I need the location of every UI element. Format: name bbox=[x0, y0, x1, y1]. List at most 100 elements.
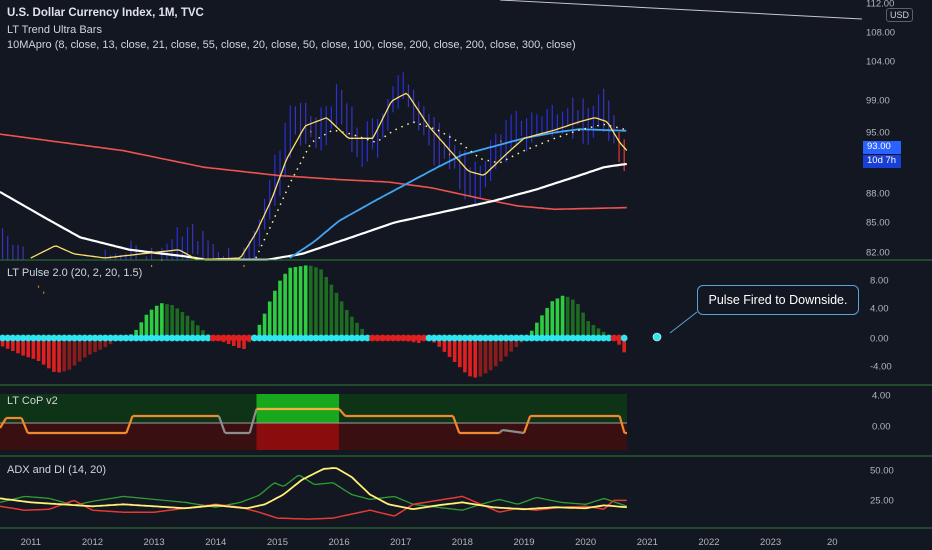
pulse-dot bbox=[610, 334, 618, 342]
pulse-dot bbox=[564, 334, 572, 342]
pulse-bar bbox=[283, 273, 287, 338]
time-axis-tick: 2014 bbox=[205, 537, 226, 548]
pulse-dot bbox=[50, 334, 58, 342]
pulse-dot bbox=[471, 334, 479, 342]
pulse-dot bbox=[620, 334, 628, 342]
pulse-dot bbox=[173, 334, 181, 342]
pulse-dot bbox=[615, 334, 623, 342]
pulse-dot bbox=[81, 334, 89, 342]
pulse-dot bbox=[14, 334, 22, 342]
pulse-bar bbox=[5, 338, 10, 349]
pulse-pane bbox=[0, 265, 932, 386]
pulse-dot bbox=[220, 334, 227, 342]
pulse-bar bbox=[298, 266, 303, 338]
pulse-dot bbox=[4, 334, 12, 342]
pulse-bar bbox=[149, 309, 154, 338]
currency-badge[interactable]: USD bbox=[886, 8, 914, 22]
price-axis-tick: 88.00 bbox=[866, 189, 890, 200]
adx-pane bbox=[0, 467, 932, 529]
pulse-dot bbox=[399, 334, 407, 342]
pulse-fired-dot bbox=[652, 332, 662, 342]
pulse-bar bbox=[77, 338, 82, 362]
pulse-bar bbox=[473, 338, 478, 378]
callout-pointer bbox=[669, 311, 698, 334]
pulse-dot bbox=[65, 334, 73, 342]
time-axis-tick: 2022 bbox=[698, 537, 719, 548]
pulse-bar bbox=[31, 338, 36, 359]
pulse-dot bbox=[533, 334, 541, 342]
pulse-bar bbox=[596, 328, 601, 338]
price-axis-tick: 99.00 bbox=[866, 96, 890, 107]
pulse-bar bbox=[309, 265, 313, 338]
pulse-dot bbox=[184, 334, 191, 342]
cop-pane-title[interactable]: LT CoP v2 bbox=[7, 395, 58, 407]
pulse-dot bbox=[554, 334, 561, 342]
pulse-dot bbox=[466, 334, 474, 342]
pulse-dot bbox=[446, 334, 453, 342]
pulse-bar bbox=[231, 338, 236, 346]
pulse-bar bbox=[165, 304, 169, 338]
indicator-label-trend-bars[interactable]: LT Trend Ultra Bars bbox=[7, 24, 102, 36]
time-axis-tick: 2023 bbox=[760, 537, 781, 548]
pulse-dot bbox=[96, 334, 104, 342]
pulse-dot bbox=[9, 334, 17, 342]
pulse-bar bbox=[329, 284, 334, 338]
pulse-bar bbox=[529, 330, 534, 338]
pulse-dot bbox=[322, 334, 330, 342]
pulse-dot bbox=[374, 334, 381, 342]
pulse-dot bbox=[178, 334, 186, 342]
price-axis-tick: 104.00 bbox=[866, 57, 895, 68]
pulse-bar bbox=[16, 338, 20, 354]
pulse-dot bbox=[369, 334, 376, 342]
pulse-dot bbox=[584, 334, 592, 342]
pulse-bar bbox=[262, 313, 267, 338]
pulse-bar bbox=[545, 308, 549, 338]
ma-200-line bbox=[0, 162, 627, 261]
pulse-dot bbox=[327, 334, 335, 342]
indicator-label-mapro[interactable]: 10MApro (8, close, 13, close, 21, close,… bbox=[7, 39, 576, 51]
pulse-bar bbox=[293, 267, 298, 338]
pulse-bar bbox=[622, 338, 626, 353]
pulse-bar bbox=[360, 328, 364, 338]
pulse-dot bbox=[353, 334, 361, 342]
pulse-bar bbox=[72, 338, 77, 366]
pulse-bar bbox=[62, 338, 67, 372]
adx-axis-tick: 50.00 bbox=[870, 466, 894, 477]
pulse-dot bbox=[286, 334, 294, 342]
pulse-bar bbox=[41, 338, 46, 365]
pulse-dot bbox=[132, 334, 140, 342]
pulse-dot bbox=[379, 334, 387, 342]
pulse-dot bbox=[348, 334, 356, 342]
price-axis-tick: 82.00 bbox=[866, 248, 890, 259]
time-axis-tick: 2017 bbox=[390, 537, 411, 548]
pulse-bar bbox=[160, 303, 164, 338]
pulse-bar bbox=[555, 298, 560, 338]
pulse-bar bbox=[257, 324, 262, 338]
pulse-dot bbox=[127, 334, 135, 342]
pulse-dot bbox=[292, 334, 299, 342]
pulse-bar bbox=[21, 338, 25, 356]
pulse-bar bbox=[350, 316, 354, 338]
chart-title: U.S. Dollar Currency Index, 1M, TVC bbox=[7, 7, 204, 19]
pulse-dot bbox=[60, 334, 68, 342]
time-axis-tick: 2013 bbox=[144, 537, 165, 548]
plus-di-line bbox=[0, 474, 628, 511]
adx-pane-title[interactable]: ADX and DI (14, 20) bbox=[7, 464, 107, 476]
pulse-bar bbox=[483, 338, 488, 374]
pulse-bar bbox=[571, 299, 575, 338]
pulse-dot bbox=[338, 334, 346, 342]
pulse-bar bbox=[504, 338, 508, 357]
cop-axis-tick: 0.00 bbox=[872, 422, 891, 433]
pulse-dot bbox=[240, 334, 248, 342]
pulse-pane-title[interactable]: LT Pulse 2.0 (20, 2, 20, 1.5) bbox=[7, 267, 143, 279]
pulse-bar bbox=[452, 338, 457, 363]
pulse-dot bbox=[595, 334, 602, 342]
pulse-dot bbox=[271, 334, 279, 342]
pulse-dot bbox=[168, 334, 176, 342]
pulse-axis-tick: 8.00 bbox=[870, 276, 889, 287]
cop-line-segment bbox=[125, 415, 134, 434]
time-axis-tick: 2019 bbox=[513, 537, 534, 548]
price-pane bbox=[0, 0, 932, 294]
adx-axis-tick: 25.00 bbox=[870, 496, 894, 507]
